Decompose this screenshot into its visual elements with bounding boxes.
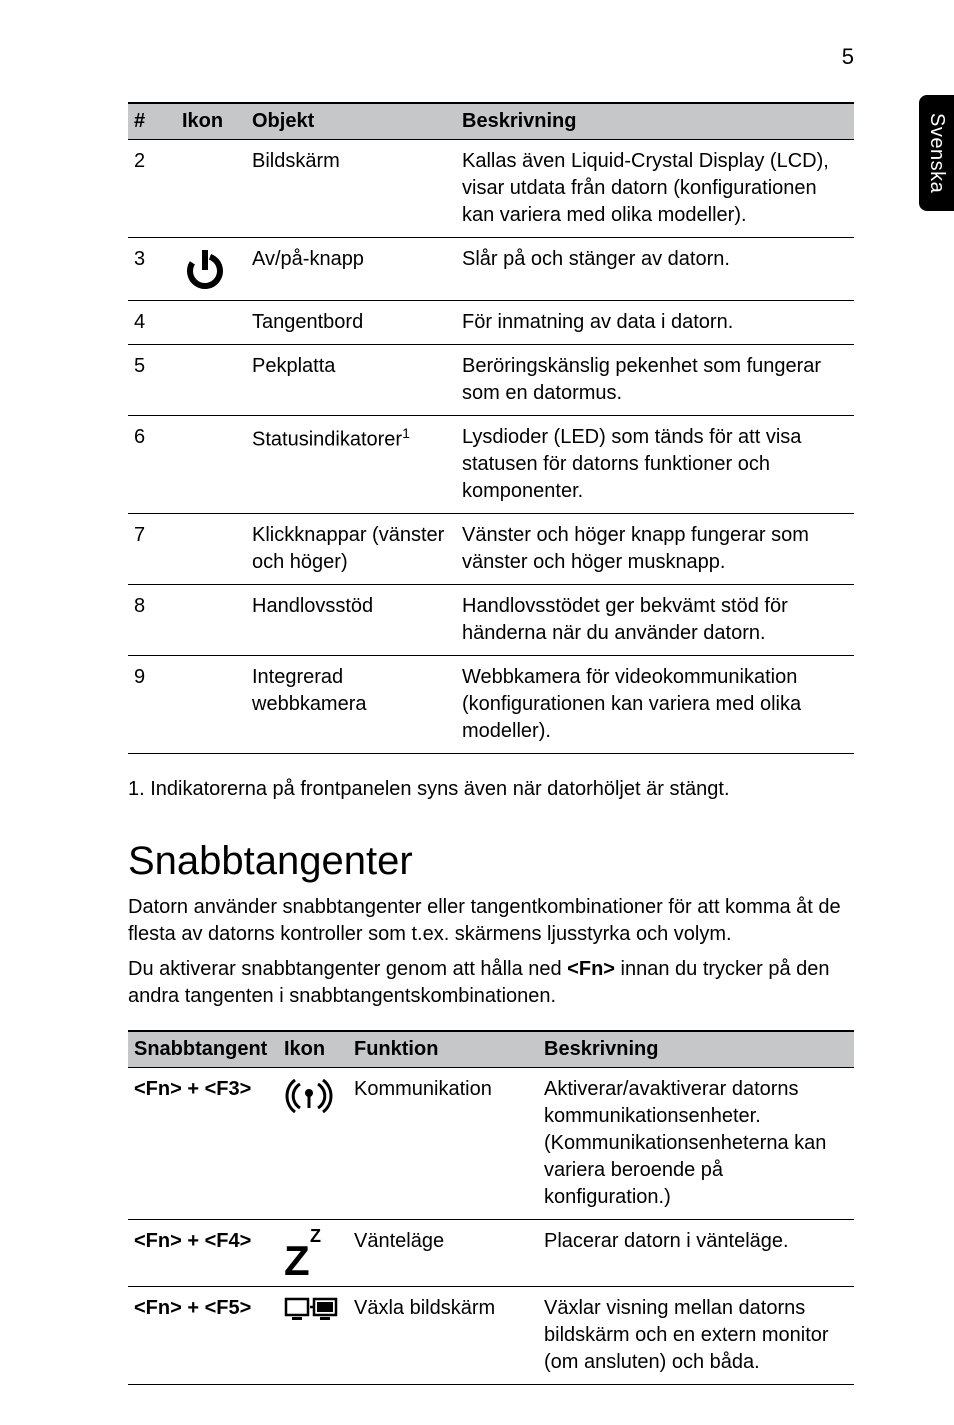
cell-desc: Kallas även Liquid-Crystal Display (LCD)… xyxy=(456,140,854,238)
cell-desc: Webbkamera för videokommunikation (konfi… xyxy=(456,656,854,754)
table-row: 6 Statusindikatorer1 Lysdioder (LED) som… xyxy=(128,416,854,514)
cell-obj: Bildskärm xyxy=(246,140,456,238)
table-row: <Fn> + <F5> Växla bildskärm Växlar visni… xyxy=(128,1286,854,1384)
cell-icon xyxy=(176,585,246,656)
sleep-icon: Z Z xyxy=(278,1220,348,1287)
cell-num: 6 xyxy=(128,416,176,514)
table-row: 2 Bildskärm Kallas även Liquid-Crystal D… xyxy=(128,140,854,238)
cell-num: 9 xyxy=(128,656,176,754)
power-icon xyxy=(176,238,246,301)
obj-text: Statusindikatorer xyxy=(252,429,402,451)
cell-desc: Aktiverar/avaktiverar datorns kommunikat… xyxy=(538,1068,854,1220)
cell-obj: Statusindikatorer1 xyxy=(246,416,456,514)
page-number: 5 xyxy=(842,44,854,70)
cell-num: 5 xyxy=(128,345,176,416)
cell-desc: Placerar datorn i vänteläge. xyxy=(538,1220,854,1287)
cell-func: Växla bildskärm xyxy=(348,1286,538,1384)
cell-obj: Klickknappar (vänster och höger) xyxy=(246,514,456,585)
table-row: 9 Integrerad webbkamera Webbkamera för v… xyxy=(128,656,854,754)
footnote: 1. Indikatorerna på frontpanelen syns äv… xyxy=(128,778,854,801)
cell-desc: Handlovsstödet ger bekvämt stöd för händ… xyxy=(456,585,854,656)
cell-num: 3 xyxy=(128,238,176,301)
cell-num: 7 xyxy=(128,514,176,585)
cell-hotkey: <Fn> + <F5> xyxy=(128,1286,278,1384)
wireless-icon xyxy=(278,1068,348,1220)
th-function: Funktion xyxy=(348,1031,538,1068)
cell-desc: Vänster och höger knapp fungerar som vän… xyxy=(456,514,854,585)
cell-icon xyxy=(176,514,246,585)
cell-desc: Lysdioder (LED) som tänds för att visa s… xyxy=(456,416,854,514)
table-row: 8 Handlovsstöd Handlovsstödet ger bekväm… xyxy=(128,585,854,656)
cell-icon xyxy=(176,301,246,345)
th-icon: Ikon xyxy=(278,1031,348,1068)
cell-desc: Växlar visning mellan datorns bildskärm … xyxy=(538,1286,854,1384)
section-heading: Snabbtangenter xyxy=(128,839,854,884)
th-objekt: Objekt xyxy=(246,103,456,140)
cell-icon xyxy=(176,345,246,416)
paragraph: Datorn använder snabbtangenter eller tan… xyxy=(128,894,854,948)
cell-hotkey: <Fn> + <F4> xyxy=(128,1220,278,1287)
fn-key: <Fn> xyxy=(567,958,615,980)
obj-sup: 1 xyxy=(402,425,410,441)
cell-func: Vänteläge xyxy=(348,1220,538,1287)
table-row: <Fn> + <F4> Z Z Vänteläge Placerar dator… xyxy=(128,1220,854,1287)
th-hotkey: Snabbtangent xyxy=(128,1031,278,1068)
cell-icon xyxy=(176,140,246,238)
table-row: 7 Klickknappar (vänster och höger) Vänst… xyxy=(128,514,854,585)
components-table: # Ikon Objekt Beskrivning 2 Bildskärm Ka… xyxy=(128,102,854,754)
table-row: 4 Tangentbord För inmatning av data i da… xyxy=(128,301,854,345)
cell-obj: Integrerad webbkamera xyxy=(246,656,456,754)
cell-icon xyxy=(176,656,246,754)
cell-obj: Handlovsstöd xyxy=(246,585,456,656)
th-num: # xyxy=(128,103,176,140)
cell-hotkey: <Fn> + <F3> xyxy=(128,1068,278,1220)
cell-obj: Pekplatta xyxy=(246,345,456,416)
th-icon: Ikon xyxy=(176,103,246,140)
cell-num: 2 xyxy=(128,140,176,238)
th-desc: Beskrivning xyxy=(538,1031,854,1068)
cell-desc: För inmatning av data i datorn. xyxy=(456,301,854,345)
cell-obj: Tangentbord xyxy=(246,301,456,345)
display-switch-icon xyxy=(278,1286,348,1384)
page-content: 5 Svenska # Ikon Objekt Beskrivning 2 Bi… xyxy=(0,0,954,1425)
table-row: <Fn> + <F3> Kommunikation Aktive xyxy=(128,1068,854,1220)
text: Du aktiverar snabbtangenter genom att hå… xyxy=(128,958,567,980)
table-row: 5 Pekplatta Beröringskänslig pekenhet so… xyxy=(128,345,854,416)
th-beskrivning: Beskrivning xyxy=(456,103,854,140)
cell-obj: Av/på-knapp xyxy=(246,238,456,301)
cell-num: 8 xyxy=(128,585,176,656)
cell-num: 4 xyxy=(128,301,176,345)
cell-desc: Beröringskänslig pekenhet som fungerar s… xyxy=(456,345,854,416)
cell-func: Kommunikation xyxy=(348,1068,538,1220)
hotkeys-table: Snabbtangent Ikon Funktion Beskrivning <… xyxy=(128,1030,854,1385)
table-row: 3 Av/på-knapp Slår på och stänger av dat… xyxy=(128,238,854,301)
cell-icon xyxy=(176,416,246,514)
cell-desc: Slår på och stänger av datorn. xyxy=(456,238,854,301)
paragraph: Du aktiverar snabbtangenter genom att hå… xyxy=(128,956,854,1010)
language-tab: Svenska xyxy=(919,95,954,211)
